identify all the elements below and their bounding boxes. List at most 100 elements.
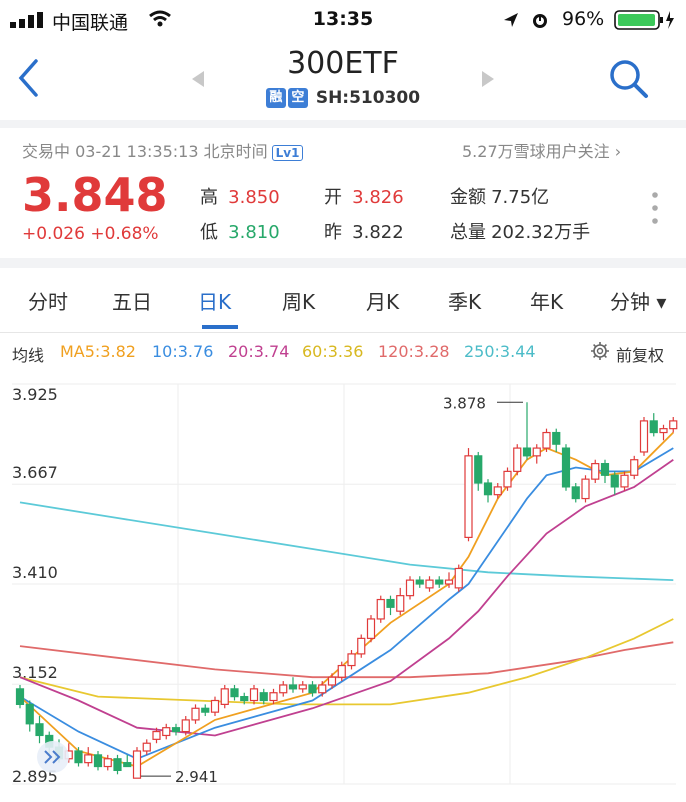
stock-code: SH:510300 xyxy=(315,88,421,108)
prev-stock-icon[interactable] xyxy=(190,70,206,88)
candle xyxy=(464,455,473,538)
tab-yearly-k[interactable]: 年K xyxy=(530,290,564,314)
level-badge: Lv1 xyxy=(271,145,304,161)
candle xyxy=(288,684,298,690)
candle xyxy=(15,688,25,705)
candle xyxy=(249,688,259,702)
tab-monthly-k[interactable]: 月K xyxy=(366,290,400,314)
high-value: 3.850 xyxy=(228,187,280,208)
open-row: 开 3.826 xyxy=(324,183,404,209)
stock-code-row: 融空 SH:510300 xyxy=(0,88,686,108)
open-value: 3.826 xyxy=(352,187,404,208)
amount-label: 金额 xyxy=(450,187,486,208)
tab-intraday[interactable]: 分时 xyxy=(28,290,68,314)
candle xyxy=(279,684,288,694)
candle xyxy=(220,688,229,705)
candle xyxy=(210,699,220,713)
low-annotation-label: 2.941 xyxy=(175,768,218,786)
candle xyxy=(337,664,346,678)
prev-row: 昨 3.822 xyxy=(324,218,404,244)
candle xyxy=(435,579,444,585)
ma120-line xyxy=(19,641,674,679)
candle xyxy=(474,455,483,484)
ma120-legend: 120:3.28 xyxy=(378,342,450,361)
candle xyxy=(25,703,34,725)
chevron-left-icon[interactable] xyxy=(16,58,40,98)
ma60-line xyxy=(19,618,674,706)
candle xyxy=(454,567,463,589)
battery-percent: 96% xyxy=(562,8,605,30)
candle xyxy=(600,463,610,476)
price-change: +0.026 +0.68% xyxy=(22,224,159,244)
volume-label: 总量 xyxy=(450,222,486,243)
status-time: 13:35 xyxy=(312,8,374,30)
candle xyxy=(142,742,151,752)
volume-row: 总量 202.32万手 xyxy=(450,218,590,244)
candle xyxy=(552,431,561,445)
amount-row: 金额 7.75亿 xyxy=(450,183,549,209)
high-row: 高 3.850 xyxy=(200,183,280,209)
signal-icon xyxy=(10,12,43,28)
page-title: 300ETF xyxy=(287,46,399,81)
search-icon[interactable] xyxy=(608,58,650,100)
expand-icon[interactable] xyxy=(36,740,70,774)
candle xyxy=(181,719,190,733)
candle xyxy=(103,758,112,768)
ma10-legend: 10:3.76 xyxy=(152,342,214,361)
candle xyxy=(581,478,590,500)
candle xyxy=(425,579,434,589)
active-tab-indicator xyxy=(202,325,238,329)
candle xyxy=(610,474,619,488)
candle xyxy=(230,688,239,698)
candle xyxy=(74,750,83,764)
tab-minute[interactable]: 分钟 ▾ xyxy=(610,290,667,314)
candle xyxy=(522,447,532,457)
settings-gear-icon[interactable] xyxy=(590,341,610,361)
candle xyxy=(542,431,551,449)
ma250-legend: 250:3.44 xyxy=(464,342,536,361)
y-tick-label: 3.152 xyxy=(12,663,58,682)
candle xyxy=(318,684,327,694)
adjust-toggle[interactable]: 前复权 xyxy=(616,346,665,365)
trade-status: 交易中 03-21 13:35:13 北京时间 Lv1 xyxy=(22,138,304,162)
y-tick-label: 3.667 xyxy=(12,463,58,482)
ma250-line xyxy=(19,501,674,581)
high-label: 高 xyxy=(200,187,218,208)
alarm-icon xyxy=(533,14,547,28)
tab-daily-k[interactable]: 日K xyxy=(198,290,232,314)
divider xyxy=(0,258,686,268)
margin-badge: 融 xyxy=(265,88,286,108)
candle xyxy=(493,486,502,496)
kline-chart[interactable]: 3.925 3.667 3.410 3.152 2.895 3.878 2.941 xyxy=(0,368,686,800)
candle xyxy=(240,696,249,702)
candle xyxy=(366,618,376,639)
tab-five-day[interactable]: 五日 xyxy=(112,290,152,314)
candle xyxy=(669,420,678,430)
next-stock-icon[interactable] xyxy=(480,70,496,88)
ma5-line xyxy=(19,431,674,768)
followers-link[interactable]: 5.27万雪球用户关注 › xyxy=(462,142,622,161)
candle xyxy=(269,692,278,702)
candle xyxy=(532,447,541,457)
candle xyxy=(123,762,132,768)
candle xyxy=(357,637,366,655)
y-tick-label: 3.925 xyxy=(12,385,58,404)
tab-weekly-k[interactable]: 周K xyxy=(282,290,316,314)
candle xyxy=(571,486,580,500)
candle xyxy=(561,447,571,488)
candle xyxy=(659,428,668,434)
ma20-legend: 20:3.74 xyxy=(228,342,290,361)
candle xyxy=(630,459,639,476)
tab-quarterly-k[interactable]: 季K xyxy=(448,290,482,314)
candle xyxy=(201,707,210,713)
candle xyxy=(327,676,337,686)
prev-value: 3.822 xyxy=(352,222,404,243)
candle xyxy=(93,754,103,768)
more-vertical-icon[interactable] xyxy=(650,190,660,226)
ma60-legend: 60:3.36 xyxy=(302,342,364,361)
candle xyxy=(649,420,658,434)
battery-icon xyxy=(614,10,674,30)
change-percent: +0.68% xyxy=(90,224,159,244)
y-tick-label: 3.410 xyxy=(12,563,58,582)
candle xyxy=(259,692,268,702)
